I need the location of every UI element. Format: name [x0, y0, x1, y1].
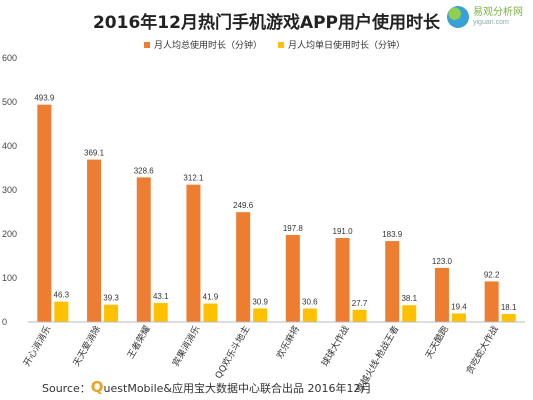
bar-value-label: 18.1: [501, 303, 517, 312]
bar-total: [136, 177, 151, 322]
x-tick-label: 天天爱消除: [70, 324, 103, 369]
bar-daily: [104, 304, 119, 322]
source-prefix: Source：: [42, 382, 91, 395]
bar-value-label: 493.9: [34, 94, 55, 103]
x-tick-label: 宾果消消乐: [170, 324, 203, 369]
y-tick-label: 400: [2, 141, 17, 151]
source-q-logo: Q: [90, 378, 104, 396]
bar-total: [484, 281, 499, 322]
bar-value-label: 19.4: [451, 302, 467, 311]
bars: [37, 104, 516, 323]
bar-value-label: 123.0: [432, 257, 453, 266]
bar-value-label: 43.1: [153, 292, 169, 301]
legend-swatch: [144, 42, 150, 48]
legend-swatch: [278, 42, 284, 48]
y-tick-label: 200: [2, 229, 17, 239]
bar-total: [87, 159, 102, 322]
logo-text-en: yiguan.com: [473, 18, 509, 26]
bar-daily: [54, 301, 69, 322]
bar-daily: [501, 314, 516, 322]
logo-text-cn: 易观分析网: [473, 7, 523, 19]
bar-total: [434, 267, 449, 322]
x-tick-label: 球球大作战: [319, 324, 352, 369]
bar-daily: [153, 303, 168, 322]
x-tick-label: 天天酷跑: [423, 324, 451, 361]
bar-value-label: 249.6: [233, 201, 254, 210]
bar-value-label: 312.1: [183, 174, 204, 183]
bar-daily: [451, 313, 466, 322]
y-tick-label: 600: [2, 53, 17, 63]
y-tick-label: 500: [2, 97, 17, 107]
x-tick-label: 王者荣耀: [124, 324, 152, 361]
bar-total: [37, 104, 52, 323]
y-tick-label: 100: [2, 273, 17, 283]
bar-total: [335, 237, 350, 322]
bar-value-label: 38.1: [401, 294, 417, 303]
bar-value-label: 39.3: [103, 294, 119, 303]
bar-daily: [352, 309, 367, 322]
bar-daily: [402, 305, 417, 322]
bar-total: [285, 234, 300, 322]
x-tick-label: 贪吃蛇大作战: [463, 324, 500, 377]
bar-value-label: 30.6: [302, 298, 318, 307]
bar-value-label: 197.8: [283, 224, 304, 233]
bar-value-label: 328.6: [134, 166, 155, 175]
bar-value-label: 369.1: [84, 149, 105, 158]
bar-value-label: 191.0: [333, 227, 354, 236]
chart-title: 2016年12月热门手机游戏APP用户使用时长: [92, 13, 441, 33]
x-tick-label: 欢乐麻将: [274, 324, 302, 361]
bar-total: [385, 241, 400, 322]
y-axis: 0 100 200 300 400 500 600: [2, 53, 17, 327]
legend: 月人均总使用时长（分钟） 月人均单日使用时长（分钟）: [144, 39, 405, 51]
bar-value-label: 41.9: [203, 293, 219, 302]
x-tick-label: 开心消消乐: [21, 324, 54, 369]
y-tick-label: 0: [2, 317, 7, 327]
bar-value-label: 183.9: [382, 230, 403, 239]
bar-total: [236, 212, 251, 322]
bar-value-label: 27.7: [352, 299, 368, 308]
legend-label: 月人均单日使用时长（分钟）: [288, 39, 405, 51]
x-tick-label: QQ欢乐斗地主: [212, 324, 252, 381]
bar-value-label: 92.2: [484, 270, 500, 279]
bar-value-label: 46.3: [54, 291, 70, 300]
logo-icon: [447, 6, 469, 28]
bar-daily: [302, 308, 317, 322]
source-text: uestMobile&应用宝大数据中心联合出品 2016年12月: [103, 382, 372, 395]
bar-total: [186, 184, 201, 322]
legend-label: 月人均总使用时长（分钟）: [154, 39, 262, 51]
brand-logo: 易观分析网 yiguan.com: [447, 6, 523, 28]
bar-daily: [203, 303, 218, 322]
bar-daily: [253, 308, 268, 322]
source-note: Source：QuestMobile&应用宝大数据中心联合出品 2016年12月: [42, 378, 371, 396]
y-tick-label: 300: [2, 185, 17, 195]
bar-value-label: 30.9: [252, 297, 268, 306]
